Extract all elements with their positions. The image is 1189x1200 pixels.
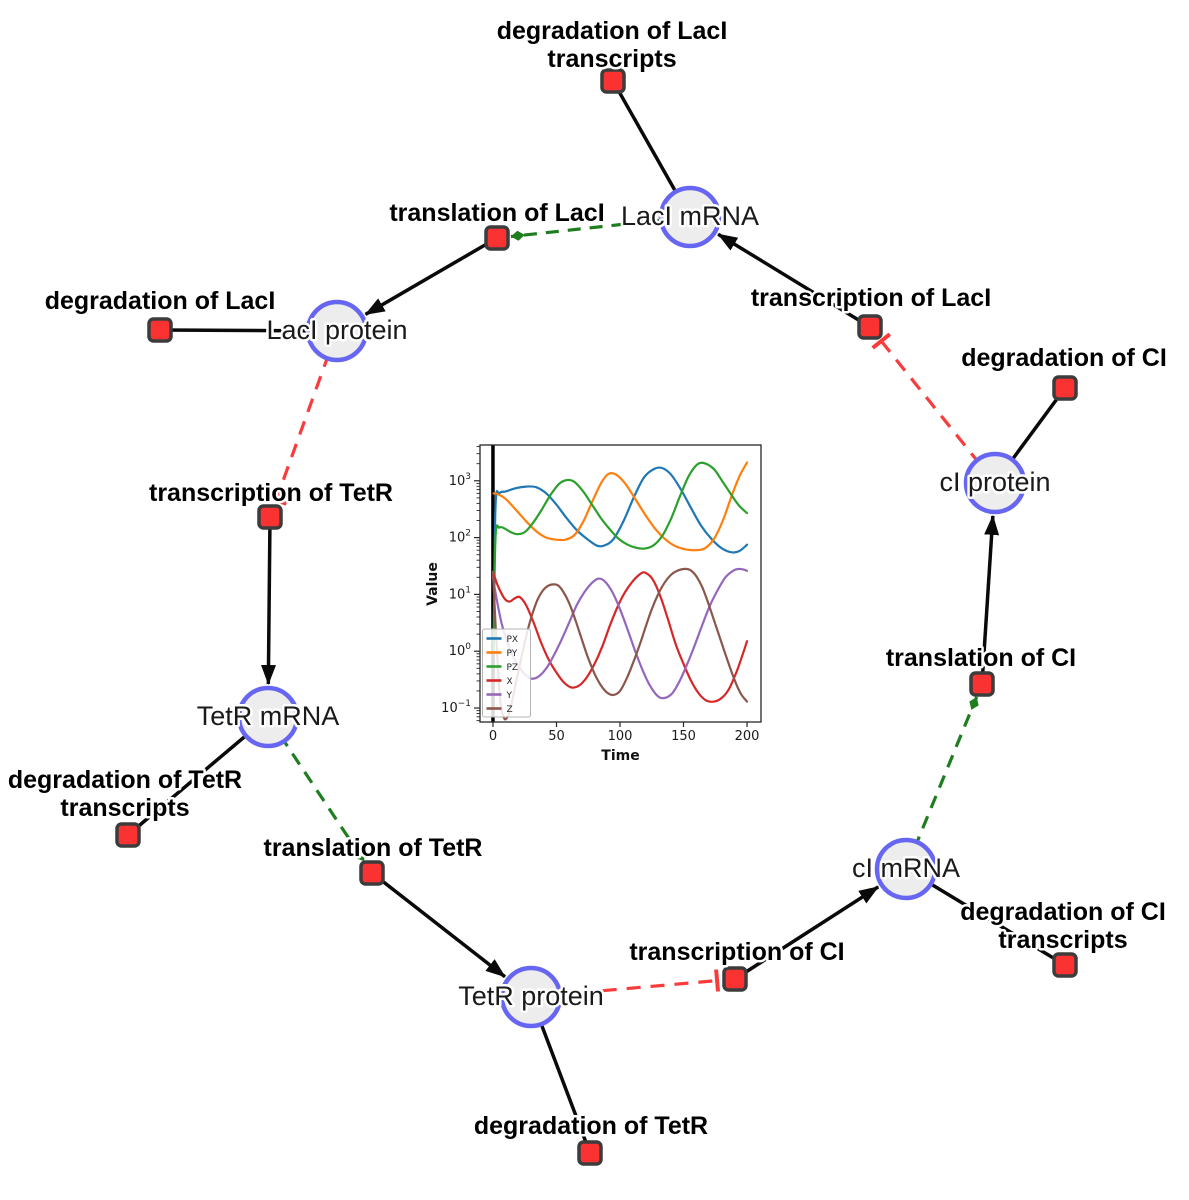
reaction-node-translation_laci[interactable] <box>484 225 510 251</box>
chart-x-tick-label: 0 <box>489 729 497 744</box>
legend-label-PX: PX <box>507 635 519 645</box>
chart-y-tick-label: 102 <box>449 529 471 546</box>
edge-production-translation_tetr-to-tetr_protein <box>370 871 507 979</box>
legend-label-PZ: PZ <box>507 663 519 673</box>
chart-y-tick-label: 101 <box>449 585 471 602</box>
edge-production-translation_laci-to-laci_protein <box>364 236 498 316</box>
legend-label-PY: PY <box>507 649 518 659</box>
species-circle-ci_protein[interactable] <box>963 451 1027 515</box>
reaction-node-deg_tetr[interactable] <box>577 1140 603 1166</box>
reaction-node-deg_laci_transcripts[interactable] <box>600 68 626 94</box>
edge-production-transcription_tetr-to-tetr_mrna <box>261 516 277 686</box>
reaction-label-deg_tetr_transcripts-line2: transcripts <box>60 794 189 822</box>
species-node-tetr_mrna[interactable] <box>236 685 300 749</box>
reaction-label-deg_ci-line1: degradation of CI <box>961 344 1167 372</box>
reaction-label-translation_ci-line1: translation of CI <box>886 644 1076 672</box>
chart-y-tick-label: 103 <box>449 472 471 489</box>
reaction-node-translation_ci[interactable] <box>969 671 995 697</box>
reaction-node-transcription_ci[interactable] <box>722 966 748 992</box>
reaction-square-transcription_ci[interactable] <box>722 966 748 992</box>
series-line-PY <box>492 461 749 552</box>
species-node-laci_protein[interactable] <box>305 299 369 363</box>
time-series-inset-chart: 0 50 100 150 20010310210110010−1TimeValuePXP… <box>425 436 774 764</box>
series-line-PZ <box>492 461 749 653</box>
chart-xlabel: Time <box>601 748 639 764</box>
edge-production-transcription_ci-to-ci_mrna <box>734 885 880 981</box>
reaction-node-deg_ci_transcripts[interactable] <box>1052 952 1078 978</box>
reaction-square-deg_laci_transcripts[interactable] <box>600 68 626 94</box>
reaction-node-deg_tetr_transcripts[interactable] <box>115 822 141 848</box>
chart-legend: PX PY PZ XYZ <box>482 628 531 718</box>
species-node-ci_mrna[interactable] <box>874 837 938 901</box>
reaction-label-deg_ci_transcripts-line1: degradation of CI <box>960 898 1166 926</box>
reaction-label-deg_tetr_transcripts-line1: degradation of TetR <box>8 766 242 794</box>
chart-y-tick-label: 100 <box>449 642 472 659</box>
chart-ylabel: Value <box>425 562 441 606</box>
reaction-label-deg_laci_transcripts-line1: degradation of LacI <box>497 17 728 45</box>
reaction-square-translation_tetr[interactable] <box>359 860 385 886</box>
reaction-square-deg_tetr_transcripts[interactable] <box>115 822 141 848</box>
reaction-square-deg_tetr[interactable] <box>577 1140 603 1166</box>
reaction-label-deg_ci_transcripts-line2: transcripts <box>998 926 1127 954</box>
series-line-X <box>491 570 749 703</box>
reaction-node-deg_ci[interactable] <box>1052 375 1078 401</box>
reaction-square-transcription_laci[interactable] <box>857 314 883 340</box>
chart-x-tick-label: 200 <box>735 729 760 744</box>
species-label-ci_protein: cI protein <box>939 467 1050 497</box>
species-circle-laci_mrna[interactable] <box>658 185 722 249</box>
chart-figure-background <box>430 436 774 764</box>
legend-label-Y: Y <box>506 691 513 701</box>
species-node-ci_protein[interactable] <box>963 451 1027 515</box>
reaction-label-deg_laci-line1: degradation of LacI <box>45 287 276 315</box>
species-node-laci_mrna[interactable] <box>658 185 722 249</box>
species-label-tetr_mrna: TetR mRNA <box>197 701 340 731</box>
reaction-square-translation_laci[interactable] <box>484 225 510 251</box>
species-circle-tetr_protein[interactable] <box>499 965 563 1029</box>
reaction-node-transcription_laci[interactable] <box>857 314 883 340</box>
reaction-square-translation_ci[interactable] <box>969 671 995 697</box>
species-label-laci_protein: LacI protein <box>266 315 407 345</box>
series-line-Y <box>491 567 749 700</box>
reaction-square-deg_ci[interactable] <box>1052 375 1078 401</box>
edge-production-translation_ci-to-ci_protein <box>980 514 1000 685</box>
reaction-square-deg_ci_transcripts[interactable] <box>1052 952 1078 978</box>
chart-y-tick-label: 10−1 <box>441 699 471 716</box>
nodes-layer <box>115 68 1078 1166</box>
reaction-square-deg_laci[interactable] <box>147 317 173 343</box>
reaction-label-translation_tetr-line1: translation of TetR <box>264 834 483 862</box>
reaction-node-deg_laci[interactable] <box>147 317 173 343</box>
reaction-label-deg_tetr-line1: degradation of TetR <box>474 1112 708 1140</box>
reaction-node-translation_tetr[interactable] <box>359 860 385 886</box>
labels-layer: LacI mRNA LacI protein TetR mRNA TetR prote… <box>5 15 1169 1143</box>
species-circle-ci_mrna[interactable] <box>874 837 938 901</box>
reaction-label-deg_laci_transcripts-line2: transcripts <box>547 45 676 73</box>
reaction-node-transcription_tetr[interactable] <box>257 504 283 530</box>
reaction-label-transcription_laci-line1: transcription of LacI <box>751 284 991 312</box>
legend-label-Z: Z <box>507 705 513 715</box>
chart-x-tick-label: 150 <box>671 729 696 744</box>
reaction-label-transcription_tetr-line1: transcription of TetR <box>149 479 393 507</box>
legend-label-X: X <box>507 677 513 687</box>
reaction-square-transcription_tetr[interactable] <box>257 504 283 530</box>
reaction-label-translation_laci-line1: translation of LacI <box>389 199 604 227</box>
reaction-label-transcription_ci-line1: transcription of CI <box>629 938 844 966</box>
species-label-laci_mrna: LacI mRNA <box>621 201 759 231</box>
chart-x-tick-label: 100 <box>608 729 633 744</box>
species-node-tetr_protein[interactable] <box>499 965 563 1029</box>
species-label-tetr_protein: TetR protein <box>458 981 604 1011</box>
species-circle-laci_protein[interactable] <box>305 299 369 363</box>
species-label-ci_mrna: cI mRNA <box>852 853 960 883</box>
series-line-PX <box>492 466 749 653</box>
edge-production-transcription_laci-to-laci_mrna <box>717 232 871 329</box>
chart-x-tick-label: 50 <box>548 729 565 744</box>
species-circle-tetr_mrna[interactable] <box>236 685 300 749</box>
